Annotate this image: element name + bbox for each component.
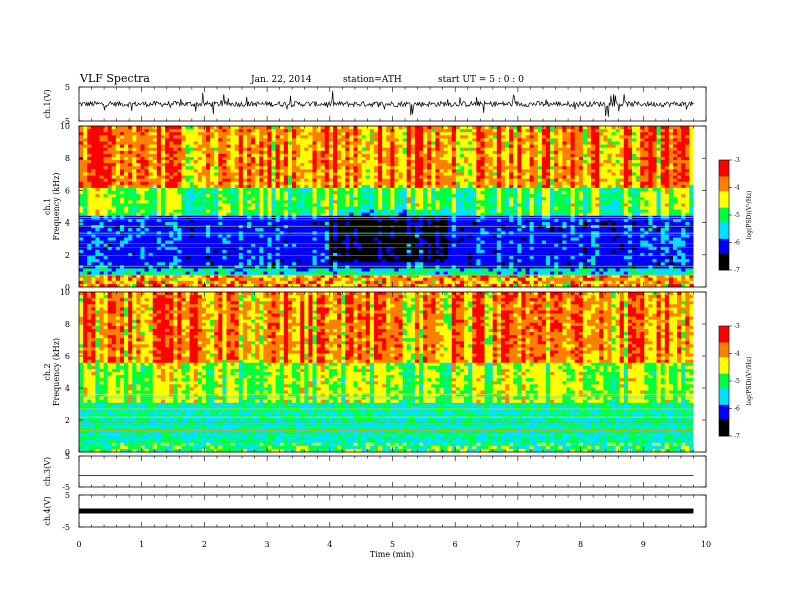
x-axis-label: Time (min) [370,550,414,559]
colorbar-label: log(PSD)(V²/Hz) [746,357,753,406]
colorbar-tick-label: -6 [734,240,740,247]
interference-lines [79,217,694,276]
x-tick-label: 0 [76,540,81,549]
x-tick-label: 3 [265,540,270,549]
y-tick-label: 4 [65,219,70,228]
y-tick-label: 4 [65,384,70,393]
frequency-axis-label: Frequency (kHz) [52,172,61,240]
colorbar: -3 -4 -5 -6 -7 log(PSD)(V²/Hz) [718,157,753,274]
colorbar-tick-label: -5 [734,212,740,219]
y-tick-label: 10 [60,288,70,297]
date-label: Jan. 22, 2014 [250,75,312,85]
voltage-axis-label: ch.1(V) [43,89,52,118]
channel-label: ch.1 [43,198,52,215]
waveform-ch4-waveform [79,508,694,514]
interference-lines [79,393,694,445]
colorbar-tick-label: -5 [734,378,740,385]
station-label: station=ATH [343,75,402,85]
x-tick-label: 7 [515,540,520,549]
colorbar-tick-label: -3 [734,323,740,330]
voltage-axis-label: ch.4(V) [43,496,52,525]
y-tick-label: 8 [65,154,70,163]
colorbar-label: log(PSD)(V²/Hz) [746,191,753,240]
y-tick-label: 5 [65,491,70,500]
x-tick-label: 10 [701,540,711,549]
y-tick-label: -5 [62,483,70,492]
voltage-axis-label: ch.3(V) [43,457,52,486]
y-tick-label: 5 [65,83,70,92]
signal-trace [79,508,694,514]
y-tick-label: 5 [65,452,70,461]
start-time-label: start UT = 5 : 0 : 0 [438,75,524,85]
y-tick-label: 2 [65,416,70,425]
y-tick-label: -5 [62,117,70,126]
colorbar: -3 -4 -5 -6 -7 log(PSD)(V²/Hz) [718,323,753,440]
signal-trace [78,90,694,117]
colorbar-tick-label: -4 [734,351,740,358]
y-tick-label: 2 [65,251,70,260]
spectrogram-ch1 [79,126,706,288]
spectrogram-ch2 [79,292,706,453]
data-layer [78,90,706,514]
colorbar-tick-label: -7 [734,433,740,440]
colorbar-tick-label: -7 [734,267,740,274]
colorbar-tick-label: -6 [734,406,740,413]
colorbar-tick-label: -4 [734,185,740,192]
x-tick-label: 2 [202,540,207,549]
x-tick-label: 5 [390,540,395,549]
colorbar-tick-label: -3 [734,157,740,164]
y-tick-label: 6 [65,352,70,361]
channel-label: ch.2 [43,363,52,380]
y-tick-label: 6 [65,186,70,195]
frequency-axis-label: Frequency (kHz) [52,338,61,406]
x-tick-label: 9 [641,540,646,549]
x-tick-label: 4 [327,540,332,549]
waveform-ch1-waveform [78,90,694,117]
colorbars-layer: -3 -4 -5 -6 -7 log(PSD)(V²/Hz) -3 -4 -5 -6 -7 log(P… [718,157,753,440]
y-tick-label: 8 [65,320,70,329]
x-tick-label: 1 [139,540,144,549]
x-tick-label: 8 [578,540,583,549]
y-tick-label: 10 [60,122,70,131]
y-tick-label: -5 [62,523,70,532]
figure-title: VLF Spectra [79,72,150,85]
y-tick-label: 0 [65,448,70,457]
y-tick-label: 0 [65,283,70,292]
x-tick-label: 6 [453,540,458,549]
